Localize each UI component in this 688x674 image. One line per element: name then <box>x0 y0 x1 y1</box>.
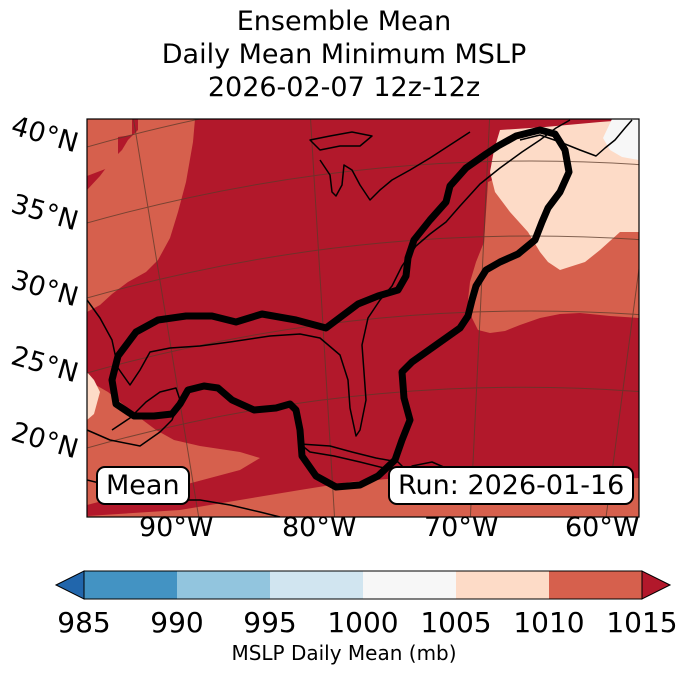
coast-gulf-atlantic <box>87 119 571 437</box>
colorbar-overflow-triangle <box>641 570 672 600</box>
title-line-1: Ensemble Mean <box>236 6 452 37</box>
map-plot-area <box>87 119 639 517</box>
highlight-contour <box>108 126 573 491</box>
mslp-field-1000-1005-northeast-corner <box>603 119 639 160</box>
colorbar-tick-985: 985 <box>57 606 111 639</box>
mslp-field-1005-1010-northeast <box>490 119 639 270</box>
mslp-field-1010-1015-west <box>87 119 195 312</box>
mslp-field-1005-1010-southwest-corner <box>87 372 100 420</box>
title-line-3: 2026-02-07 12z-12z <box>207 72 481 103</box>
coast-great-lakes <box>319 131 471 201</box>
colorbar-tick-1010: 1010 <box>513 606 585 639</box>
colorbar-frame <box>83 570 643 600</box>
lon-label-80w: 80°W <box>282 512 357 543</box>
colorbar-segment-1005-1010 <box>456 571 550 599</box>
colorbar-segment-1000-1005 <box>363 571 457 599</box>
lon-label-90w: 90°W <box>139 512 214 543</box>
colorbar-tick-1005: 1005 <box>420 606 492 639</box>
mean-badge: Mean <box>96 466 190 505</box>
lon-label-60w: 60°W <box>565 512 640 543</box>
coast-maritimes <box>519 119 633 157</box>
colorbar-tick-1000: 1000 <box>327 606 399 639</box>
colorbar-underflow-triangle <box>54 570 85 600</box>
colorbar-segment-1010-1015 <box>549 571 643 599</box>
colorbar-segment-990-995 <box>177 571 271 599</box>
mslp-field-1010-1015-northwest <box>87 119 132 176</box>
colorbar-segment-985-990 <box>84 571 178 599</box>
coast-lake-superior <box>309 131 373 151</box>
colorbar-tick-1015: 1015 <box>606 606 678 639</box>
map-frame <box>86 118 640 518</box>
colorbar-tick-990: 990 <box>150 606 204 639</box>
colorbar-tick-995: 995 <box>243 606 297 639</box>
colorbar-label: MSLP Daily Mean (mb) <box>231 641 457 665</box>
run-date-badge: Run: 2026-01-16 <box>388 466 635 505</box>
title-line-2: Daily Mean Minimum MSLP <box>161 39 527 70</box>
colorbar-segment-995-1000 <box>270 571 364 599</box>
lon-label-70w: 70°W <box>424 512 499 543</box>
colorbar <box>54 570 672 600</box>
